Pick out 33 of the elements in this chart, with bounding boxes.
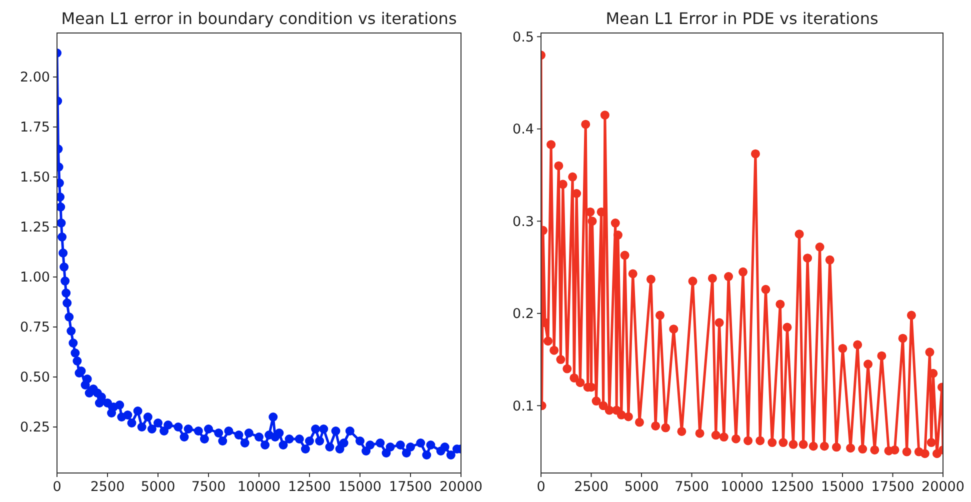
x-tick-label: 15000 [821,479,864,495]
x-tick-label: 5000 [140,479,176,495]
x-tick-label: 15000 [338,479,382,495]
y-tick-label: 1.50 [20,170,50,186]
y-tick-label: 0.3 [512,214,534,230]
x-tick-label: 2500 [90,479,125,495]
x-tick-label: 17500 [389,479,432,495]
x-tick-label: 10000 [720,479,764,495]
x-tick-label: 12500 [288,479,331,495]
y-tick-label: 0.75 [20,320,50,336]
chart-title: Mean L1 Error in PDE vs iterations [606,9,878,28]
x-tick-label: 12500 [770,479,814,495]
y-tick-label: 2.00 [20,70,50,86]
x-tick-label: 5000 [624,479,659,495]
x-tick-label: 2500 [574,479,608,495]
y-tick-label: 0.1 [512,398,534,414]
y-tick-label: 1.75 [20,120,50,136]
y-tick-label: 0.50 [20,370,50,386]
x-tick-label: 0 [536,479,546,495]
y-tick-label: 0.25 [20,420,50,436]
chart-title: Mean L1 error in boundary condition vs iterations [61,9,457,28]
y-tick-label: 1.00 [20,270,50,286]
x-tick-label: 17500 [871,479,914,495]
x-tick-label: 20000 [922,479,964,495]
x-tick-label: 20000 [440,479,482,495]
x-tick-label: 10000 [238,479,280,495]
y-tick-label: 0.5 [512,29,534,46]
x-tick-label: 0 [52,479,62,495]
x-tick-label: 7500 [191,479,226,495]
y-tick-label: 0.4 [512,122,534,138]
y-tick-label: 1.25 [20,220,50,236]
y-tick-label: 0.2 [512,306,534,322]
x-tick-label: 7500 [674,479,709,495]
